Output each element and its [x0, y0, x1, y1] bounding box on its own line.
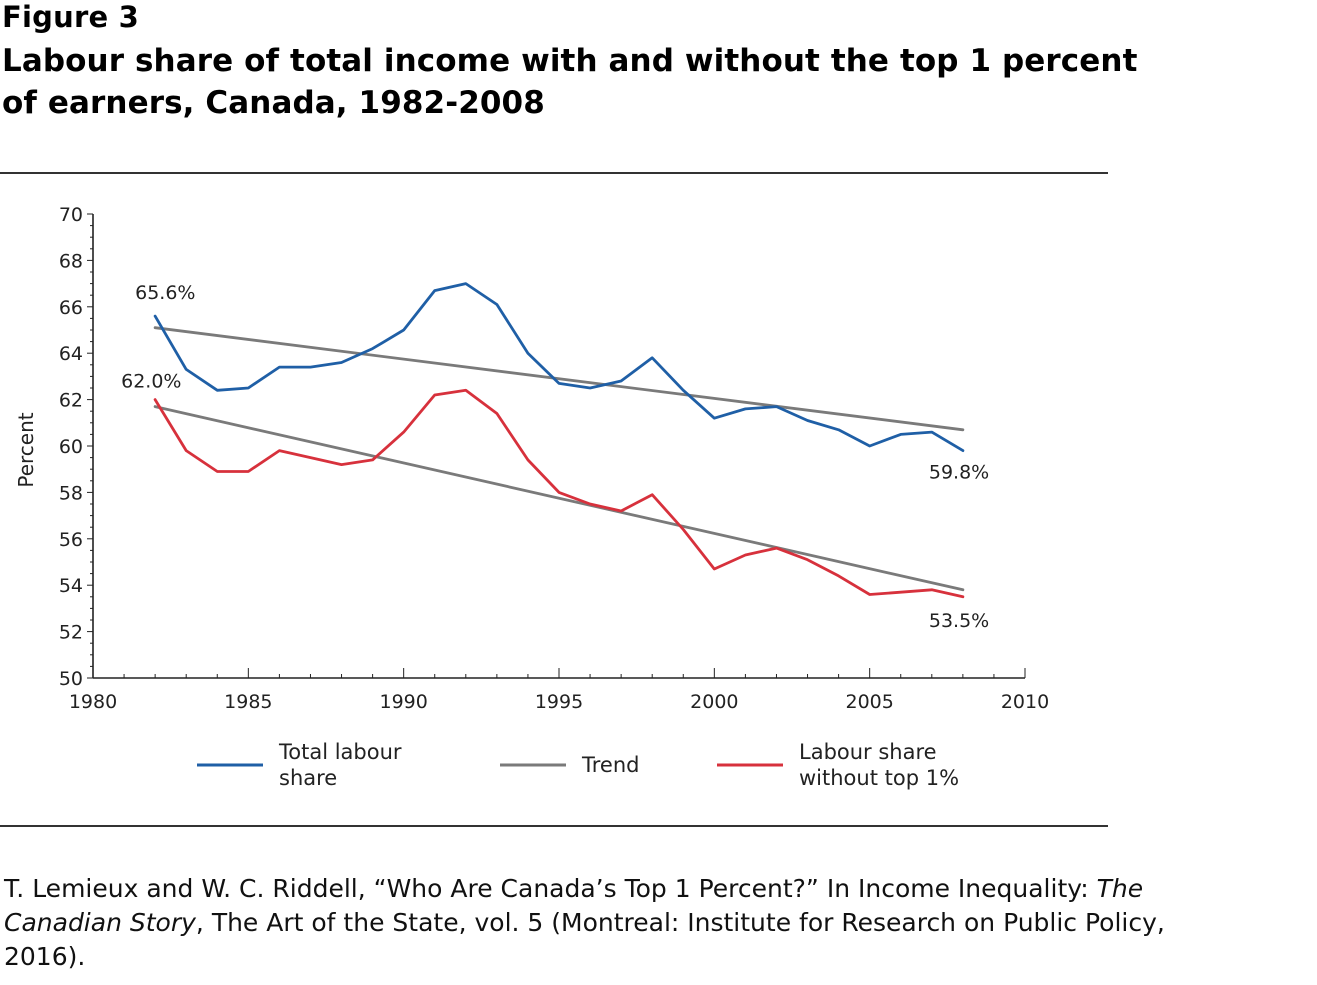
legend-label-line: Total labour [278, 740, 402, 764]
figure-title: Labour share of total income with and wi… [2, 43, 1138, 121]
x-tick-label: 2010 [1001, 691, 1049, 713]
data-label: 65.6% [135, 282, 195, 304]
x-tick-label: 2005 [845, 691, 893, 713]
x-tick-label: 1995 [535, 691, 583, 713]
source-text-1: T. Lemieux and W. C. Riddell, “Who Are C… [4, 874, 1097, 903]
legend-label: Labour share without top 1% [799, 740, 959, 790]
y-tick-label: 52 [59, 622, 83, 644]
y-tick-label: 64 [59, 343, 83, 365]
legend-label-line: without top 1% [799, 766, 959, 790]
x-tick-label: 2000 [690, 691, 738, 713]
source-citation: T. Lemieux and W. C. Riddell, “Who Are C… [4, 872, 1204, 974]
y-tick-label: 60 [59, 436, 83, 458]
labour-share-without-top1-line [153, 388, 965, 599]
y-tick-label: 58 [59, 482, 83, 504]
source-text-2: , The Art of the State, vol. 5 (Montreal… [4, 908, 1165, 971]
y-tick-label: 54 [59, 575, 83, 597]
x-tick-label: 1985 [224, 691, 272, 713]
y-tick-label: 62 [59, 390, 83, 412]
trend-line [153, 326, 965, 432]
data-label: 62.0% [121, 371, 181, 393]
line-chart: 50 52 54 56 58 60 62 64 66 68 70 1980 1985 1990 1995 20… [14, 204, 1049, 790]
data-label: 53.5% [929, 610, 989, 632]
y-tick-label: 68 [59, 250, 83, 272]
x-tick-label: 1980 [69, 691, 117, 713]
figure-label: Figure 3 [2, 0, 139, 34]
legend-label: Total labour share [278, 740, 402, 790]
legend-label-line: Labour share [799, 740, 937, 764]
legend-label-line: share [279, 766, 337, 790]
y-axis-label: Percent [14, 412, 38, 487]
source-book-title: The Canadian Story [4, 874, 1144, 937]
x-tick-label: 1990 [379, 691, 427, 713]
data-label: 59.8% [929, 462, 989, 484]
y-tick-label: 56 [59, 529, 83, 551]
y-tick-label: 70 [59, 204, 83, 226]
bottom-divider [0, 825, 1108, 827]
y-tick-label: 50 [59, 668, 83, 690]
trend-line [153, 405, 965, 592]
total-labour-share-line [153, 282, 965, 453]
top-divider [0, 172, 1108, 174]
legend-label: Trend [581, 753, 639, 777]
y-tick-label: 66 [59, 297, 83, 319]
